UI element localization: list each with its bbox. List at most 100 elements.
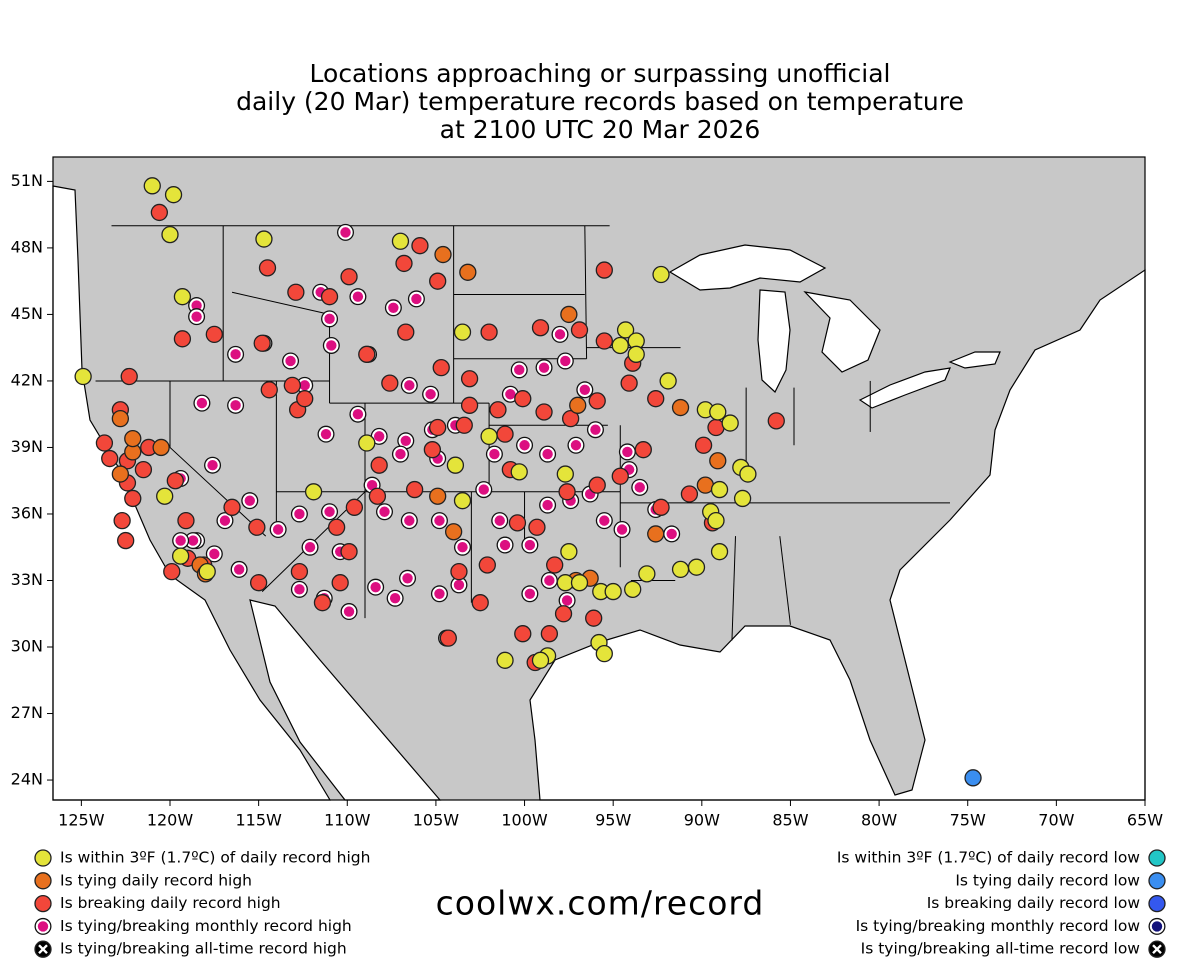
legend-swatch-body	[1148, 872, 1166, 890]
station-point-body	[508, 514, 527, 532]
station-point-core	[544, 575, 555, 586]
x-tick-label: 100W	[501, 811, 548, 830]
title-line: daily (20 Mar) temperature records based…	[236, 87, 964, 116]
station-point	[560, 305, 578, 324]
station-point-body	[659, 372, 677, 390]
station-point	[455, 416, 473, 434]
station-point-core	[352, 291, 364, 302]
station-point-core	[395, 448, 406, 460]
station-point	[450, 562, 468, 581]
station-point-body	[671, 560, 690, 579]
station-point	[171, 547, 190, 565]
x-tick-label: 85W	[772, 811, 808, 830]
station-point-body	[249, 574, 268, 592]
lake-michigan	[757, 289, 791, 393]
station-point-body	[248, 518, 266, 536]
station-point	[253, 334, 271, 352]
station-point	[399, 569, 417, 587]
station-point	[556, 465, 574, 483]
station-point	[663, 525, 681, 543]
station-point-core	[402, 573, 413, 584]
station-point	[570, 321, 589, 339]
station-point	[710, 543, 729, 561]
title-line: Locations approaching or surpassing unof…	[310, 59, 891, 88]
station-point	[588, 392, 606, 410]
station-point	[283, 376, 301, 395]
station-point-body	[313, 594, 332, 612]
station-point-body	[320, 288, 339, 306]
station-point-body	[156, 487, 174, 505]
station-point	[429, 272, 447, 290]
station-point-body	[358, 434, 376, 452]
station-point-body	[446, 456, 465, 474]
station-point	[634, 441, 652, 459]
station-point-body	[124, 429, 142, 448]
station-point	[733, 489, 752, 508]
station-point	[216, 512, 234, 530]
station-point	[198, 562, 216, 581]
station-point	[290, 505, 308, 523]
legend-label: Is tying/breaking monthly record high	[60, 917, 352, 935]
station-point-core	[634, 482, 645, 493]
station-point	[407, 290, 425, 308]
station-point	[260, 381, 278, 399]
station-point	[230, 560, 248, 578]
station-point-body	[709, 452, 727, 470]
station-point	[430, 585, 448, 603]
station-point	[95, 434, 114, 452]
station-point	[395, 254, 413, 273]
station-point-body	[173, 288, 192, 306]
station-point-body	[450, 562, 468, 581]
station-point-core	[434, 588, 445, 599]
station-point-body	[561, 409, 580, 428]
station-point-core	[366, 479, 378, 491]
station-point-body	[514, 625, 532, 643]
station-point	[560, 543, 578, 561]
legend-swatch-body	[34, 894, 52, 913]
station-point	[460, 370, 479, 388]
station-point	[296, 376, 314, 394]
station-point	[510, 361, 528, 379]
station-point-body	[453, 492, 472, 510]
station-point	[384, 299, 402, 317]
station-point	[204, 456, 222, 474]
title-line: at 2100 UTC 20 Mar 2026	[440, 115, 761, 144]
station-point	[611, 467, 629, 485]
station-point-body	[739, 465, 757, 483]
station-point-body	[166, 472, 184, 490]
station-point-core	[294, 508, 305, 520]
station-point	[709, 403, 727, 421]
legend-label: Is within 3ºF (1.7ºC) of daily record lo…	[837, 849, 1140, 867]
station-point-core	[478, 484, 489, 495]
station-point	[173, 288, 192, 306]
station-point	[480, 427, 498, 446]
legend-swatch-body	[34, 849, 52, 867]
station-point	[74, 367, 92, 386]
station-point-body	[570, 574, 589, 592]
station-point	[117, 531, 135, 550]
station-point	[471, 594, 489, 612]
station-point-body	[253, 334, 271, 352]
station-point	[531, 319, 550, 337]
station-point	[510, 463, 528, 481]
station-point-core	[538, 362, 550, 373]
station-point	[358, 434, 376, 452]
station-point-body	[331, 574, 349, 592]
legend-label: Is tying daily record low	[955, 871, 1140, 889]
station-point	[143, 177, 161, 195]
station-point-body	[459, 263, 477, 281]
station-point-core	[457, 542, 468, 553]
station-point	[405, 480, 424, 499]
gulf-and-atlantic	[529, 268, 1146, 801]
station-point	[558, 591, 576, 609]
station-point-body	[391, 232, 410, 250]
station-point-body	[143, 177, 161, 195]
x-tick-label: 115W	[235, 811, 282, 830]
station-point-body	[585, 609, 603, 627]
station-point-body	[558, 483, 576, 501]
station-point-body	[381, 374, 399, 392]
station-point-body	[546, 556, 564, 574]
station-point-core	[388, 302, 399, 313]
station-point	[539, 496, 557, 514]
station-point-body	[432, 358, 450, 377]
